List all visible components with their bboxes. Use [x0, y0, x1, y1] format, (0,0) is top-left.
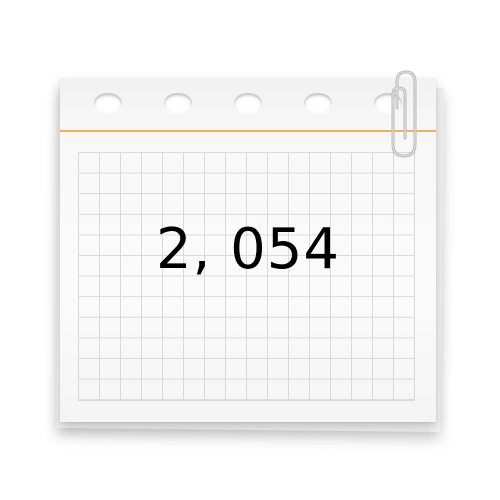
- binding-hole: [304, 93, 332, 113]
- binding-hole: [94, 93, 122, 113]
- binding-hole: [374, 93, 402, 113]
- binding-hole: [234, 93, 262, 113]
- binding-hole: [164, 93, 192, 113]
- paperclip-icon: [391, 70, 417, 158]
- note-value: 2, 054: [155, 217, 341, 282]
- binding-line: [60, 130, 436, 132]
- graph-paper-grid: [78, 152, 415, 401]
